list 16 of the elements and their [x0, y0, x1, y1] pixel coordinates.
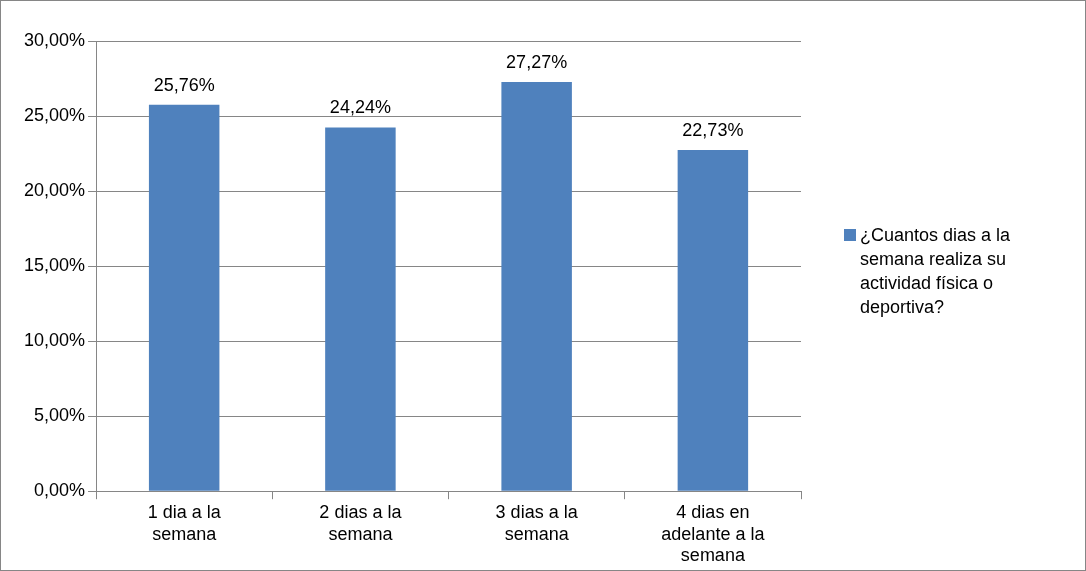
y-tick-label: 30,00% — [23, 29, 86, 50]
x-tick-label: 4 dias en adelante a la semana — [661, 501, 766, 566]
y-tick-label: 25,00% — [23, 105, 86, 125]
data-label: 22,73% — [682, 120, 744, 141]
x-tick-label: 1 dia a la semana — [147, 501, 222, 544]
data-label: 24,24% — [329, 97, 391, 118]
x-tick-label: 3 dias a la semana — [495, 501, 579, 544]
y-tick-label: 20,00% — [23, 180, 86, 201]
x-tick-label: 2 dias a la semana — [319, 501, 403, 544]
y-tick-label: 10,00% — [23, 330, 86, 351]
y-tick-label: 5,00% — [34, 405, 86, 426]
y-tick-label: 0,00% — [34, 480, 86, 501]
legend-label: ¿Cuantos dias a la semana realiza su actividad física o deportiva? — [860, 224, 1012, 319]
data-label: 25,76% — [153, 74, 215, 95]
y-tick-label: 15,00% — [23, 255, 86, 276]
data-label: 27,27% — [506, 51, 568, 72]
